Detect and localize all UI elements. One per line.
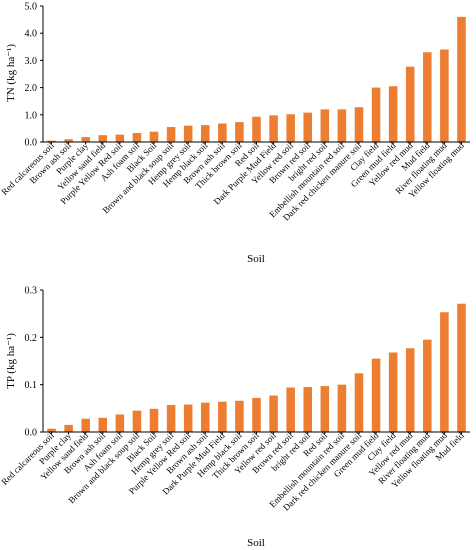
tp-bar: [423, 339, 432, 432]
tp-bar: [218, 401, 227, 432]
tn-bar: [235, 122, 244, 142]
tp-y-tick-label: 0.1: [25, 380, 38, 391]
tn-bar: [218, 123, 227, 142]
tn-bar: [320, 109, 330, 142]
tp-x-axis-title: Soil: [247, 537, 265, 549]
tn-y-tick-label: 2.0: [25, 83, 38, 94]
tn-bar: [115, 134, 125, 142]
tn-bar: [405, 66, 415, 142]
tp-bar: [115, 414, 125, 432]
tn-bar: [47, 140, 56, 142]
tn-bar: [269, 115, 278, 142]
tn-bar: [166, 127, 176, 142]
tp-bar: [286, 387, 295, 432]
tn-bar: [64, 139, 73, 142]
tn-bar: [388, 86, 398, 142]
tn-bar: [98, 135, 108, 142]
tp-bar: [405, 348, 415, 432]
tp-bar: [354, 373, 364, 432]
tp-bar: [166, 405, 176, 432]
tp-bar: [98, 417, 108, 432]
tn-y-tick-label: 1.0: [25, 110, 38, 121]
tn-bar: [81, 137, 90, 142]
tn-bar: [440, 49, 449, 142]
tp-bar: [337, 384, 347, 432]
tn-bar: [337, 109, 347, 142]
tn-x-axis-title: Soil: [247, 253, 265, 265]
tn-bar: [200, 125, 210, 142]
tp-bar: [388, 352, 398, 432]
tp-bar: [132, 410, 142, 432]
tp-bar: [149, 408, 159, 432]
tp-y-tick-label: 0.0: [25, 428, 38, 439]
tp-bar: [320, 386, 330, 432]
tp-bar: [457, 303, 466, 432]
tn-bar: [423, 52, 432, 142]
tp-bar: [303, 387, 313, 432]
tn-bar: [354, 107, 364, 142]
tp-bar: [371, 358, 381, 432]
tn-chart-panel: TN (kg ha⁻¹) Soil 0.01.02.03.04.05.0Red …: [0, 2, 470, 265]
tp-bar: [64, 424, 73, 432]
tn-bar: [286, 114, 295, 142]
tn-bar: [303, 112, 313, 142]
tn-y-tick-label: 3.0: [25, 56, 38, 67]
tp-y-tick-label: 0.2: [25, 333, 38, 344]
tn-bar: [183, 125, 193, 142]
tp-bar: [235, 400, 244, 432]
tn-bar: [252, 116, 261, 142]
tp-bar: [47, 428, 56, 432]
tn-bar: [149, 131, 159, 142]
tp-bar: [252, 397, 261, 432]
tp-y-axis-title: TP (kg ha⁻¹): [5, 333, 17, 389]
tp-y-tick-label: 0.3: [25, 286, 38, 297]
tp-bar: [440, 312, 449, 432]
tn-bar: [371, 87, 381, 142]
tn-y-tick-label: 0.0: [25, 138, 38, 149]
tn-y-tick-label: 5.0: [25, 2, 38, 13]
tp-bar: [269, 395, 278, 432]
tn-bar: [132, 133, 142, 142]
tn-bar: [457, 16, 466, 143]
tn-y-axis-title: TN (kg ha⁻¹): [5, 44, 17, 102]
tp-bar: [81, 418, 90, 432]
tp-bar: [200, 402, 210, 432]
tn-y-tick-label: 4.0: [25, 29, 38, 40]
tp-bar: [183, 404, 193, 432]
